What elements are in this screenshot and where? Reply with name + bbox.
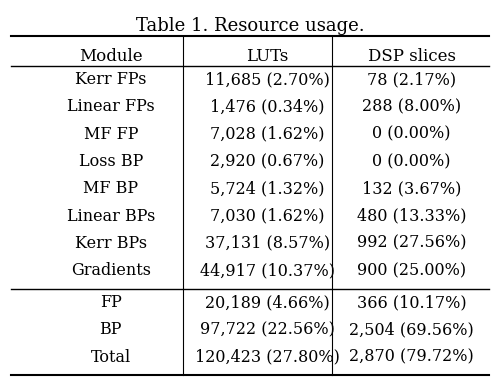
Text: 0 (0.00%): 0 (0.00%) — [372, 153, 451, 170]
Text: Table 1. Resource usage.: Table 1. Resource usage. — [136, 16, 364, 34]
Text: Linear BPs: Linear BPs — [66, 207, 155, 225]
Text: Gradients: Gradients — [71, 262, 151, 279]
Text: 480 (13.33%): 480 (13.33%) — [357, 207, 467, 225]
Text: Linear FPs: Linear FPs — [67, 98, 154, 115]
Text: 44,917 (10.37%): 44,917 (10.37%) — [200, 262, 335, 279]
Text: 132 (3.67%): 132 (3.67%) — [362, 180, 462, 197]
Text: 900 (25.00%): 900 (25.00%) — [357, 262, 466, 279]
Text: MF BP: MF BP — [83, 180, 138, 197]
Text: 20,189 (4.66%): 20,189 (4.66%) — [205, 294, 330, 311]
Text: 2,870 (79.72%): 2,870 (79.72%) — [349, 349, 474, 366]
Text: Kerr FPs: Kerr FPs — [75, 71, 146, 88]
Text: 37,131 (8.57%): 37,131 (8.57%) — [205, 235, 330, 252]
Text: FP: FP — [100, 294, 122, 311]
Text: MF FP: MF FP — [84, 126, 138, 142]
Text: 992 (27.56%): 992 (27.56%) — [357, 235, 467, 252]
Text: 366 (10.17%): 366 (10.17%) — [357, 294, 467, 311]
Text: 7,030 (1.62%): 7,030 (1.62%) — [210, 207, 324, 225]
Text: 120,423 (27.80%): 120,423 (27.80%) — [195, 349, 340, 366]
Text: 11,685 (2.70%): 11,685 (2.70%) — [205, 71, 330, 88]
Text: Total: Total — [90, 349, 131, 366]
Text: 0 (0.00%): 0 (0.00%) — [372, 126, 451, 142]
Text: Kerr BPs: Kerr BPs — [74, 235, 147, 252]
Text: 2,504 (69.56%): 2,504 (69.56%) — [349, 321, 474, 338]
Text: 5,724 (1.32%): 5,724 (1.32%) — [210, 180, 324, 197]
Text: 7,028 (1.62%): 7,028 (1.62%) — [210, 126, 324, 142]
Text: LUTs: LUTs — [246, 48, 288, 65]
Text: 288 (8.00%): 288 (8.00%) — [362, 98, 461, 115]
Text: 97,722 (22.56%): 97,722 (22.56%) — [200, 321, 335, 338]
Text: Module: Module — [79, 48, 142, 65]
Text: BP: BP — [100, 321, 122, 338]
Text: 2,920 (0.67%): 2,920 (0.67%) — [210, 153, 324, 170]
Text: 78 (2.17%): 78 (2.17%) — [367, 71, 456, 88]
Text: DSP slices: DSP slices — [368, 48, 456, 65]
Text: Loss BP: Loss BP — [78, 153, 143, 170]
Text: 1,476 (0.34%): 1,476 (0.34%) — [210, 98, 324, 115]
